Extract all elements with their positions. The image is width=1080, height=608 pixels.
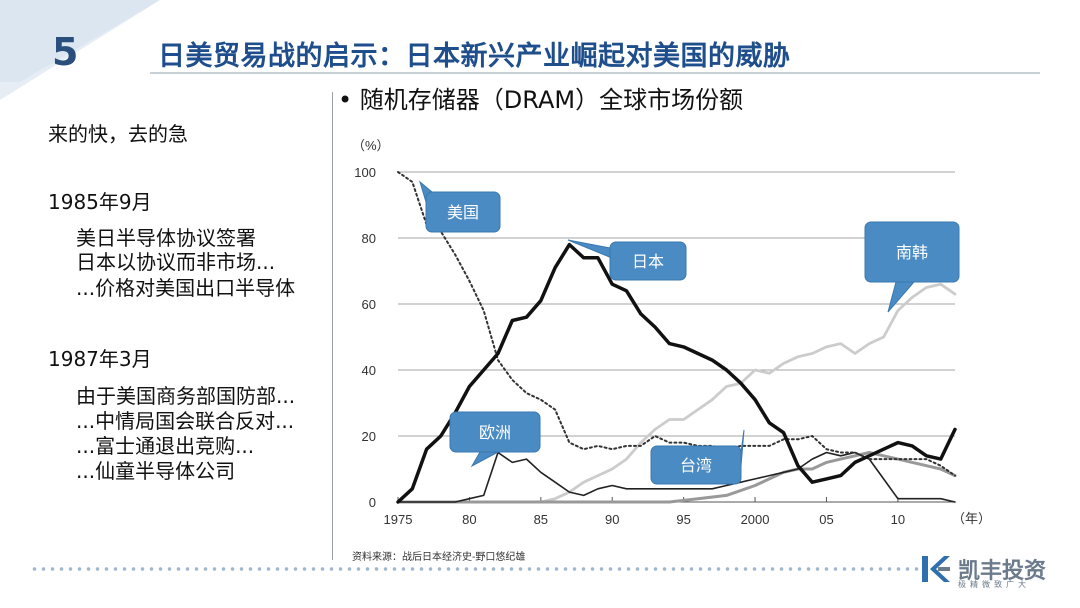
callout-0: 美国 [419,180,501,233]
y-tick-label: 20 [362,429,376,444]
summary-line: 来的快，去的急 [48,122,188,146]
logo-name: 凯丰投资 [958,559,1047,584]
callout-3: 欧洲 [449,411,541,468]
date1-item-1: 美日半导体协议签署 [76,226,256,250]
callout-box [609,241,687,281]
y-tick-label: 0 [369,495,376,510]
x-tick-label: 80 [462,512,476,527]
date2-item-4: ...仙童半导体公司 [76,459,236,483]
date1-item-3: ...价格对美国出口半导体 [76,276,296,300]
x-tick-label: 95 [676,512,690,527]
x-tick-label: 2000 [741,512,770,527]
date2-item-2: ...中情局国会联合反对... [76,409,295,433]
series-line-gray [396,451,957,504]
y-axis-unit: （%） [352,138,390,153]
source-note: 资料来源：战后日本经济史-野口悠纪雄 [352,552,526,563]
x-tick-label: 85 [534,512,548,527]
callout-label: 日本 [632,252,664,271]
y-tick-label: 60 [362,297,376,312]
header-decoration [0,0,160,100]
x-axis-unit: （年） [952,511,991,526]
callout-box [449,411,541,453]
date2-item-1: 由于美国商务部国防部... [76,384,296,408]
callout-box [425,191,501,233]
series-line-light [396,282,957,504]
date-1985: 1985年9月 [48,190,152,214]
callout-label: 欧洲 [479,423,511,442]
callout-1: 日本 [567,239,687,281]
y-tick-label: 80 [362,231,376,246]
slide-title: 日美贸易战的启示：日本新兴产业崛起对美国的威胁 [158,41,791,72]
x-tick-label: 10 [891,512,905,527]
footer-dots [30,567,920,571]
series-line-thick [396,242,957,504]
y-tick-label: 100 [354,165,376,180]
x-tick-label: 90 [605,512,619,527]
slide-number: 5 [52,30,79,74]
y-tick-label: 40 [362,363,376,378]
kf-logo-icon [922,556,950,582]
date-1987: 1987年3月 [48,347,152,371]
callout-2: 南韩 [864,221,960,313]
callout-box [650,445,742,485]
date2-item-3: ...富士通退出竞购... [76,434,255,458]
series-line-dotted [397,171,956,477]
callout-4: 台湾 [650,429,745,485]
x-tick-label: 05 [819,512,833,527]
callout-box [864,221,960,283]
title-divider [150,72,1040,74]
logo-slogan: 极精微致广大 [958,580,1030,589]
date1-item-2: 日本以协议而非市场... [76,250,276,274]
callout-label: 台湾 [680,456,712,475]
callout-label: 南韩 [896,243,928,262]
callout-label: 美国 [447,203,479,222]
chart-title: • 随机存储器（DRAM）全球市场份额 [338,86,744,114]
column-divider [332,92,333,560]
x-tick-label: 1975 [384,512,413,527]
